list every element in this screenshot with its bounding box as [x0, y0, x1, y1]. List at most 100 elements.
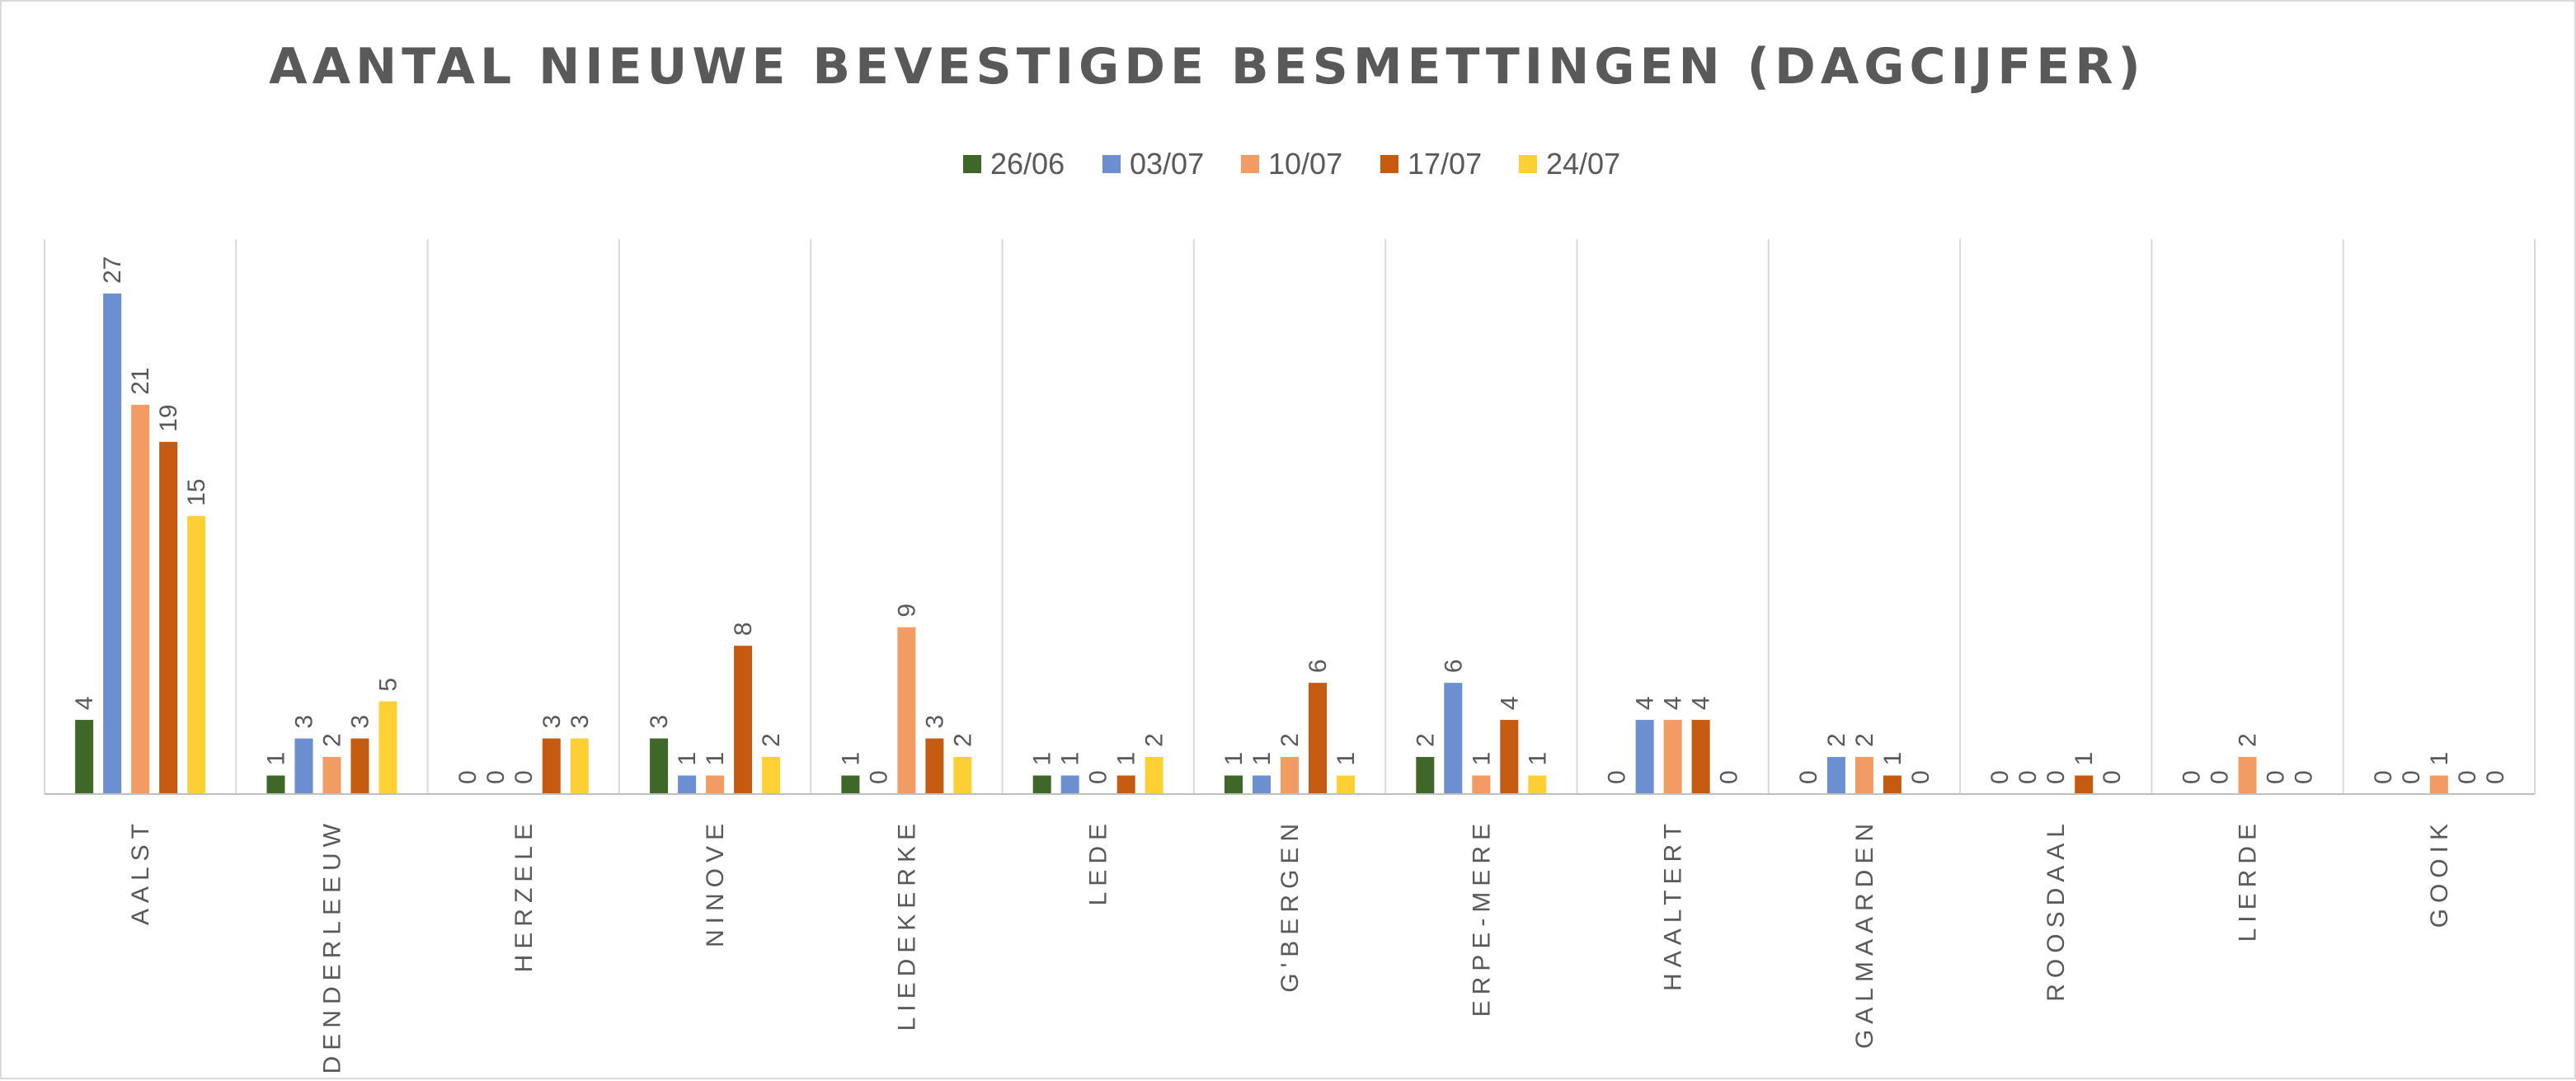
bar — [322, 757, 341, 794]
data-label: 2 — [318, 733, 346, 747]
legend-swatch — [1380, 155, 1398, 173]
data-label: 2 — [1141, 733, 1168, 747]
data-label: 0 — [1795, 770, 1822, 784]
data-label: 1 — [1113, 752, 1140, 766]
data-label: 3 — [290, 715, 317, 729]
data-label: 21 — [127, 368, 154, 395]
data-label: 6 — [1304, 659, 1332, 673]
data-label: 1 — [1333, 752, 1360, 766]
legend-item: 26/06 — [963, 147, 1065, 181]
bar — [2238, 757, 2257, 794]
data-label: 1 — [1057, 752, 1084, 766]
data-label: 2 — [1851, 733, 1878, 747]
data-label: 1 — [1879, 752, 1906, 766]
category-label: ROOSDAAL — [2042, 818, 2070, 1002]
bar — [187, 515, 206, 794]
data-label: 3 — [566, 715, 594, 729]
legend-swatch — [1241, 155, 1259, 173]
bar — [1225, 775, 1243, 794]
bar — [1416, 757, 1435, 794]
bar — [1826, 757, 1845, 794]
legend-label: 26/06 — [990, 147, 1065, 181]
data-label: 0 — [510, 770, 538, 784]
bar — [1253, 775, 1271, 794]
category-label: DENDERLEEUW — [318, 818, 346, 1074]
bar — [1883, 775, 1901, 794]
bar — [2429, 775, 2448, 794]
bar — [841, 775, 860, 794]
data-label: 1 — [1524, 752, 1551, 766]
data-label: 0 — [2207, 770, 2234, 784]
bar — [294, 738, 313, 794]
data-label: 4 — [1496, 696, 1523, 710]
data-label: 1 — [1248, 752, 1276, 766]
legend-label: 10/07 — [1268, 147, 1342, 181]
data-label: 1 — [674, 752, 701, 766]
data-label: 1 — [2426, 752, 2453, 766]
bar — [2075, 775, 2094, 794]
data-label: 0 — [1604, 770, 1631, 784]
bar — [1060, 775, 1079, 794]
data-label: 15 — [183, 478, 210, 505]
category-label: GOOIK — [2426, 818, 2453, 928]
bar — [650, 738, 669, 794]
data-label: 1 — [1029, 752, 1056, 766]
bar — [75, 720, 94, 794]
chart-title: AANTAL NIEUWE BEVESTIGDE BESMETTINGEN (D… — [269, 38, 2146, 96]
data-label: 0 — [2482, 770, 2509, 784]
data-label: 0 — [865, 770, 892, 784]
bar — [542, 738, 561, 794]
bar — [734, 646, 753, 794]
legend-label: 24/07 — [1546, 147, 1620, 181]
data-label: 2 — [1823, 733, 1850, 747]
data-label: 1 — [2071, 752, 2098, 766]
bar — [925, 738, 944, 794]
data-label: 4 — [1660, 696, 1687, 710]
bar — [1281, 757, 1299, 794]
bar — [953, 757, 972, 794]
data-label: 0 — [2179, 770, 2206, 784]
bar — [706, 775, 725, 794]
data-label: 0 — [2263, 770, 2290, 784]
category-label: G'BERGEN — [1276, 818, 1304, 993]
data-label: 0 — [454, 770, 482, 784]
legend-label: 03/07 — [1130, 147, 1204, 181]
data-label: 0 — [2454, 770, 2481, 784]
legend-swatch — [1519, 155, 1537, 173]
category-label: LIEDEKERKE — [893, 818, 920, 1031]
legend-label: 17/07 — [1408, 147, 1482, 181]
data-label: 1 — [1468, 752, 1495, 766]
data-label: 0 — [2014, 770, 2042, 784]
data-label: 4 — [1688, 696, 1715, 710]
legend-swatch — [963, 155, 981, 173]
data-label: 0 — [2042, 770, 2070, 784]
category-labels: AALST DENDERLEEUW HERZELE NINOVE LIEDEKERKE L… — [127, 818, 2453, 1074]
category-separators — [44, 239, 2536, 794]
data-label: 27 — [99, 256, 126, 284]
data-label: 4 — [71, 696, 98, 710]
data-label: 0 — [2099, 770, 2126, 784]
category-label: AALST — [127, 818, 154, 925]
legend-item: 10/07 — [1241, 147, 1342, 181]
data-label: 3 — [538, 715, 566, 729]
bar — [1635, 720, 1654, 794]
data-label: 0 — [1907, 770, 1934, 784]
legend-swatch — [1102, 155, 1121, 173]
bar — [1444, 683, 1463, 794]
bar — [1337, 775, 1355, 794]
bar — [1500, 720, 1519, 794]
bar — [1032, 775, 1051, 794]
data-label: 2 — [949, 733, 976, 747]
bar — [1145, 757, 1163, 794]
data-label: 3 — [346, 715, 374, 729]
data-label: 6 — [1440, 659, 1467, 673]
data-label: 4 — [1632, 696, 1659, 710]
bar — [897, 627, 916, 794]
category-label: HAALTERT — [1660, 818, 1687, 991]
category-label: LEDE — [1085, 818, 1112, 905]
bar — [1472, 775, 1491, 794]
bar — [131, 404, 150, 794]
bar — [1691, 720, 1710, 794]
